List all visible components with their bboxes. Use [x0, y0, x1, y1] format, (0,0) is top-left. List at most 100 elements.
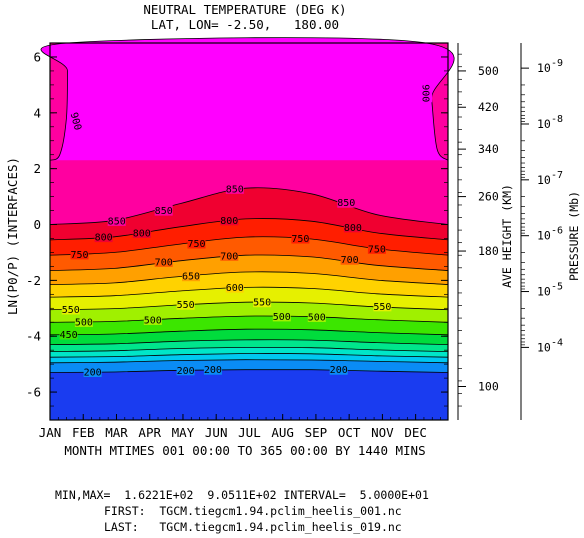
contour-label-text: 750: [70, 250, 88, 261]
contour-label-bg: [421, 84, 433, 103]
contour-label-750: 750: [187, 237, 206, 250]
contour-label-text: 850: [226, 184, 244, 195]
contour-label-850: 850: [154, 204, 173, 217]
contour-label-750: 750: [291, 232, 309, 245]
contour-label-text: 500: [75, 318, 93, 329]
y-tick-label: -2: [26, 273, 41, 288]
chart-title: NEUTRAL TEMPERATURE (DEG K): [143, 2, 346, 17]
x-tick-label: SEP: [305, 425, 328, 440]
x-axis-ticks: JAN FEB MAR APR MAY JUN JUL AUG SEP OCT NOV DEC: [39, 414, 441, 440]
height-tick-label: 420: [478, 100, 499, 114]
x-tick-label: NOV: [371, 425, 394, 440]
contour-label-text: 800: [344, 223, 362, 234]
contour-label-bg: [373, 300, 392, 312]
contour-label-bg: [69, 110, 85, 132]
contour-label-550: 550: [177, 298, 195, 311]
contour-label-700: 700: [154, 255, 173, 268]
contour-label-bg: [220, 214, 239, 226]
y-tick-label: 6: [33, 49, 41, 64]
x-tick-label: JAN: [39, 425, 62, 440]
contour-label-750: 750: [70, 248, 89, 261]
contour-label-200: 200: [84, 366, 102, 379]
contour-line-900: [40, 37, 455, 161]
contour-label-500: 500: [273, 310, 291, 323]
pressure-tick-label: 10: [537, 229, 551, 243]
contour-label-bg: [272, 310, 291, 322]
contour-line-350: [49, 346, 449, 352]
y-tick-label: 2: [33, 161, 41, 176]
y-tick-label: -4: [26, 329, 41, 344]
contour-label-bg: [340, 253, 359, 265]
contour-label-850: 850: [337, 196, 356, 209]
x-tick-label: MAR: [105, 425, 128, 440]
contour-label-text: 850: [155, 206, 173, 217]
contour-label-800: 800: [220, 214, 238, 227]
y-tick-label: 0: [33, 217, 41, 232]
contour-label-text: 550: [62, 305, 80, 316]
contour-label-text: 700: [220, 251, 238, 262]
x-tick-label: JUL: [238, 425, 261, 440]
contour-label-text: 750: [368, 244, 386, 255]
contour-line-250: [49, 359, 449, 364]
contour-label-bg: [94, 231, 113, 243]
contour-label-bg: [154, 204, 173, 216]
contour-label-bg: [253, 296, 272, 308]
contour-label-text: 200: [204, 365, 222, 376]
contour-label-bg: [132, 226, 151, 238]
contour-label-200: 200: [177, 364, 195, 377]
contour-label-bg: [70, 248, 89, 260]
height-tick-label: 340: [478, 142, 499, 156]
pressure-tick-exponent: -7: [551, 170, 563, 181]
contour-line-450: [49, 328, 449, 336]
contour-label-200: 200: [203, 363, 222, 376]
pressure-tick-label: 10: [537, 61, 551, 75]
contour-label-750: 750: [368, 242, 386, 255]
contour-label-450: 450: [60, 328, 78, 341]
contour-label-bg: [329, 363, 348, 375]
contour-label-text: 750: [187, 239, 205, 250]
contour-label-text: 200: [84, 368, 102, 379]
contour-line-600: [49, 286, 449, 298]
y-tick-label: -6: [26, 385, 41, 400]
contour-label-bg: [74, 316, 93, 327]
contour-label-text: 500: [308, 313, 326, 324]
contour-label-800: 800: [95, 231, 113, 244]
footer-first-file: FIRST: TGCM.tiegcm1.94.pclim_heelis_001.…: [104, 504, 402, 518]
contour-label-500: 500: [75, 316, 93, 329]
x-tick-label: FEB: [72, 425, 95, 440]
contour-label-text: 800: [220, 216, 238, 227]
pressure-tick-exponent: -8: [551, 114, 563, 125]
contour-label-bg: [182, 270, 200, 282]
footer-minmax: MIN,MAX= 1.6221E+02 9.0511E+02 INTERVAL=…: [55, 488, 429, 502]
contour-label-text: 450: [60, 330, 78, 341]
contour-label-text: 900: [68, 111, 83, 131]
contour-label-550: 550: [62, 303, 80, 316]
contour-line-800: [49, 218, 449, 241]
height-tick-label: 180: [478, 244, 499, 258]
contour-label-text: 650: [182, 272, 200, 283]
contour-label-text: 800: [133, 228, 151, 239]
contour-label-text: 850: [337, 198, 355, 209]
contour-label-800: 800: [132, 226, 151, 239]
fill-above-900: [40, 37, 455, 161]
footer-last-file: LAST: TGCM.tiegcm1.94.pclim_heelis_019.n…: [104, 520, 402, 534]
contour-line-650: [49, 271, 449, 285]
contour-label-700: 700: [340, 253, 359, 266]
contour-label-bg: [337, 196, 356, 208]
y-axis-ticks: 6 4 2 0 -2 -4 -6: [26, 42, 448, 421]
contour-label-text: 700: [341, 255, 359, 266]
height-tick-label: 260: [478, 190, 499, 204]
contour-label-850: 850: [108, 214, 126, 227]
contour-label-bg: [83, 366, 102, 377]
contour-label-bg: [203, 363, 222, 375]
contour-label-bg: [343, 221, 362, 233]
contour-label-text: 550: [373, 302, 391, 313]
contour-label-650: 650: [182, 270, 200, 283]
contour-label-bg: [220, 249, 239, 261]
pressure-tick-label: 10: [537, 117, 551, 131]
y-tick-label: 4: [33, 105, 41, 120]
contour-label-bg: [154, 255, 173, 267]
contour-label-text: 550: [177, 300, 195, 311]
contour-label-800: 800: [344, 221, 362, 234]
